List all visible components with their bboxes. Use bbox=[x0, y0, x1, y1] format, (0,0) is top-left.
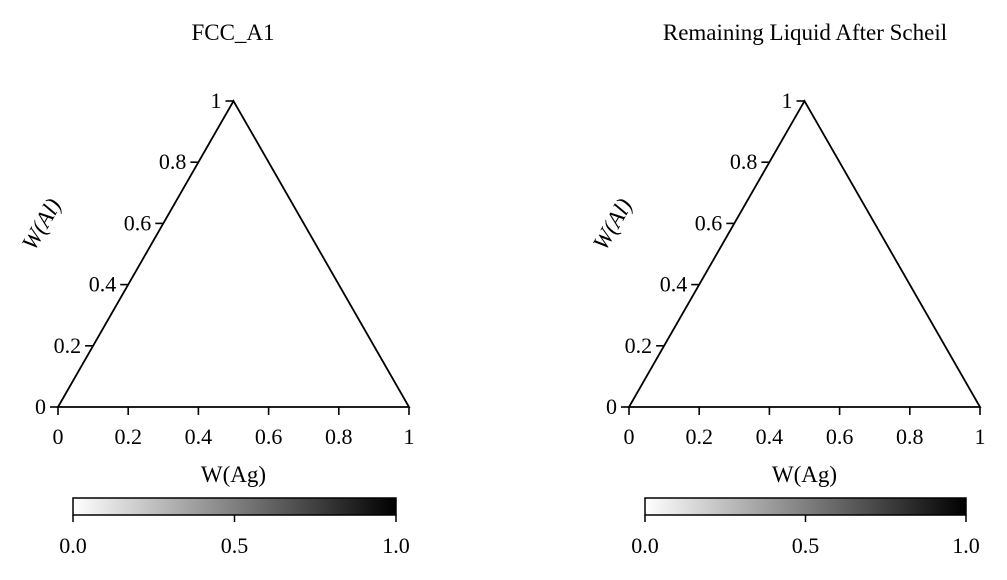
x-tick-label: 0.2 bbox=[685, 424, 713, 449]
colorbar-tick-label: 0.0 bbox=[59, 533, 87, 558]
ternary-panel-2: Remaining Liquid After Scheil 0 0.2 0.4 0.6 0… bbox=[588, 20, 986, 558]
y-axis-label: W(Al) bbox=[17, 194, 66, 254]
ternary-triangle bbox=[56, 99, 411, 408]
colorbar-tick-label: 1.0 bbox=[382, 533, 410, 558]
y-tick-label: 0.6 bbox=[124, 210, 152, 235]
x-tick-label: 1 bbox=[975, 424, 986, 449]
y-tick-label: 1 bbox=[782, 88, 793, 113]
chart-title: FCC_A1 bbox=[191, 20, 274, 45]
x-tick-label: 0 bbox=[624, 424, 635, 449]
colorbar-tick-label: 0.0 bbox=[631, 533, 659, 558]
x-tick-label: 0.8 bbox=[896, 424, 924, 449]
y-tick-label: 1 bbox=[211, 88, 222, 113]
x-axis-label: W(Ag) bbox=[772, 462, 837, 487]
colorbar-tick-label: 0.5 bbox=[221, 533, 249, 558]
y-tick-label: 0.4 bbox=[660, 272, 688, 297]
y-tick-label: 0 bbox=[606, 394, 617, 419]
y-tick-label: 0.6 bbox=[695, 210, 723, 235]
ternary-triangle bbox=[627, 99, 982, 408]
colorbar bbox=[72, 497, 397, 516]
x-tick-label: 0.6 bbox=[826, 424, 854, 449]
y-tick-label: 0.2 bbox=[54, 333, 82, 358]
x-tick-label: 0.6 bbox=[255, 424, 283, 449]
x-tick-label: 0.8 bbox=[325, 424, 353, 449]
colorbar-tick-label: 0.5 bbox=[792, 533, 820, 558]
y-axis-label: W(Al) bbox=[588, 194, 637, 254]
x-tick-label: 0 bbox=[53, 424, 64, 449]
y-tick-label: 0.2 bbox=[625, 333, 653, 358]
y-tick-label: 0.8 bbox=[730, 149, 758, 174]
y-tick-label: 0 bbox=[35, 394, 46, 419]
y-tick-label: 0.4 bbox=[89, 272, 117, 297]
x-axis-label: W(Ag) bbox=[201, 462, 266, 487]
colorbar bbox=[644, 497, 967, 516]
y-tick-label: 0.8 bbox=[159, 149, 187, 174]
colorbar-tick-label: 1.0 bbox=[952, 533, 980, 558]
chart-title: Remaining Liquid After Scheil bbox=[663, 20, 947, 45]
x-tick-label: 0.4 bbox=[756, 424, 784, 449]
x-tick-label: 0.4 bbox=[185, 424, 213, 449]
x-tick-label: 1 bbox=[404, 424, 415, 449]
x-tick-label: 0.2 bbox=[114, 424, 142, 449]
ternary-panel-1: FCC_A1 0 0.2 0.4 0.6 0.8 1 0 0.2 0.4 0.6 0.8 1 W(Ag) W… bbox=[17, 20, 415, 558]
